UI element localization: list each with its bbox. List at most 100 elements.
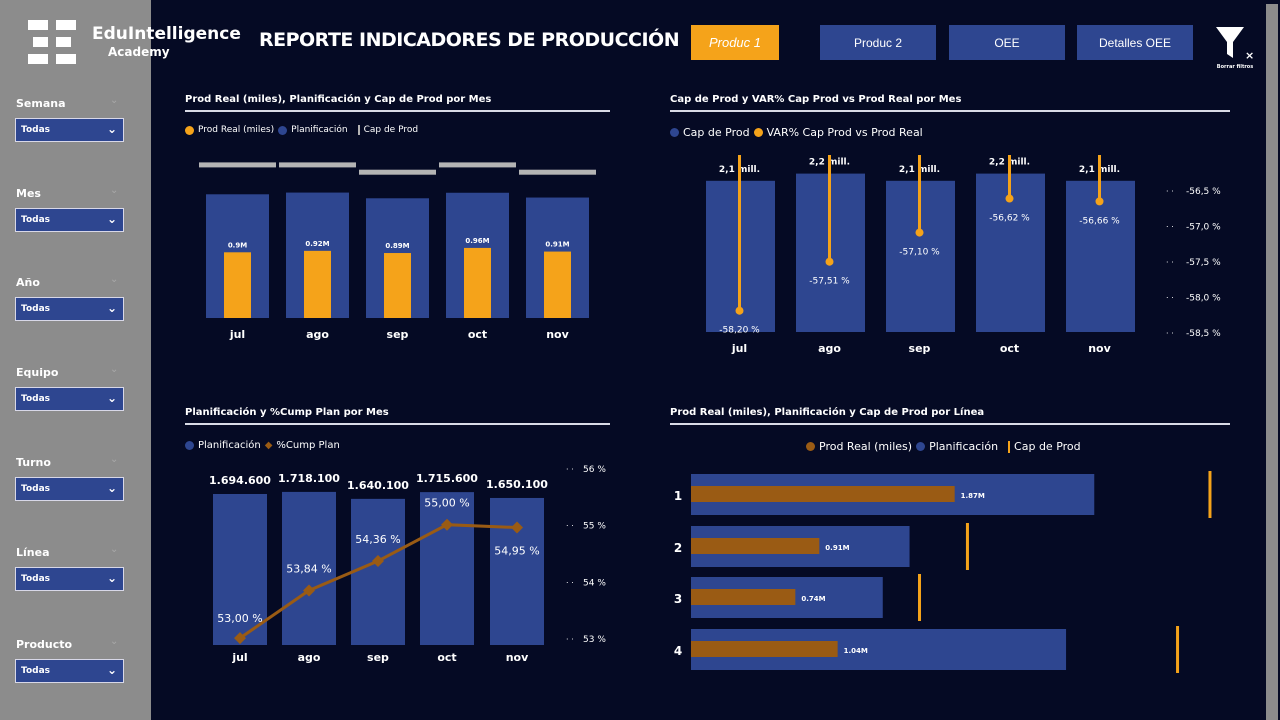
data-label: 0.96M [465, 237, 489, 245]
prod-real-bar [691, 486, 955, 502]
slicer-dropdown[interactable]: Todas ⌄ [15, 567, 124, 591]
gridline-stub: · · [566, 465, 574, 474]
chevron-down-icon: ⌄ [106, 122, 117, 136]
x-axis-label: ago [298, 651, 321, 664]
data-label: 1.718.100 [278, 472, 340, 485]
planificacion-bar [420, 492, 474, 645]
data-label: 1.715.600 [416, 472, 478, 485]
gridline-stub: · · [1166, 258, 1174, 267]
legend-item: Prod Real (miles) [198, 125, 275, 135]
cump-plan-marker [372, 554, 384, 567]
y2-tick-label: -57,0 % [1186, 223, 1221, 233]
slicer-value: Todas [21, 125, 50, 135]
cap-de-prod-marker [439, 162, 516, 168]
legend-dot-icon [185, 441, 194, 450]
slicer-dropdown[interactable]: Todas ⌄ [15, 208, 124, 232]
chevron-down-icon: ⌄ [106, 212, 117, 226]
legend-dot-icon [806, 442, 815, 451]
y2-tick-label: 55 % [583, 522, 606, 532]
gridline-stub: · · [566, 578, 574, 587]
slicer-value: Todas [21, 484, 50, 494]
slicer-collapse-icon[interactable]: ⌄ [110, 636, 119, 647]
slicer-label: Equipo [16, 366, 59, 379]
legend-item: Cap de Prod [683, 126, 750, 139]
legend-dot-icon [916, 442, 926, 451]
slicer-collapse-icon[interactable]: ⌄ [110, 274, 119, 285]
nav-oee-button[interactable]: OEE [949, 25, 1065, 60]
slicer-value: Todas [21, 215, 50, 225]
page-title: REPORTE INDICADORES DE PRODUCCIÓN [259, 29, 680, 51]
chart4-legend: Prod Real (miles) Planificación Cap de P… [806, 440, 1081, 453]
scrollbar[interactable] [1266, 4, 1278, 720]
slicer-value: Todas [21, 304, 50, 314]
y-axis-label: 3 [674, 592, 682, 606]
legend-item: Cap de Prod [1014, 440, 1081, 453]
cap-de-prod-marker [359, 169, 436, 175]
var-lollipop-dot [915, 228, 924, 237]
prod-real-bar [304, 250, 331, 318]
slicer-collapse-icon[interactable]: ⌄ [110, 185, 119, 196]
slicer-label: Mes [16, 187, 41, 200]
slicer-label: Turno [16, 456, 51, 469]
nav-produc-2-button[interactable]: Produc 2 [820, 25, 936, 60]
chevron-down-icon: ⌄ [106, 391, 117, 405]
y-axis-label: 4 [674, 644, 682, 658]
data-label: -57,51 % [809, 277, 850, 287]
prod-real-bar [691, 641, 838, 657]
legend-dot-icon [278, 125, 288, 135]
y2-tick-label: -58,5 % [1186, 329, 1221, 339]
x-axis-label: jul [231, 651, 247, 664]
x-axis-label: nov [546, 328, 569, 341]
chart2-legend: Cap de Prod VAR% Cap Prod vs Prod Real [670, 126, 923, 139]
chevron-down-icon: ⌄ [106, 663, 117, 677]
data-label: 1.87M [961, 492, 985, 500]
data-label: 55,00 % [424, 497, 469, 510]
slicer-dropdown[interactable]: Todas ⌄ [15, 297, 124, 321]
nav-produc-1-button[interactable]: Produc 1 [691, 25, 779, 60]
gridline-stub: · · [566, 635, 574, 644]
cap-de-prod-marker [519, 169, 596, 175]
gridline-stub: · · [566, 522, 574, 531]
brand-sub: Academy [108, 45, 170, 59]
brand-name: EduIntelligence [92, 24, 241, 44]
slicer-collapse-icon[interactable]: ⌄ [110, 544, 119, 555]
data-label: 1.04M [844, 647, 868, 655]
legend-item: Planificación [198, 440, 261, 451]
slicer-dropdown[interactable]: Todas ⌄ [15, 659, 124, 683]
prod-real-bar [691, 538, 820, 554]
slicer-label: Semana [16, 97, 66, 110]
x-axis-label: oct [1000, 342, 1019, 355]
x-axis-label: ago [306, 328, 329, 341]
planificacion-bar [490, 497, 544, 645]
legend-dot-icon [670, 128, 679, 137]
data-label: 0.91M [545, 241, 569, 249]
svg-text:×: × [1245, 49, 1254, 62]
data-label: 0.9M [228, 241, 247, 249]
data-label: 53,84 % [286, 562, 331, 575]
slicer-collapse-icon[interactable]: ⌄ [110, 364, 119, 375]
legend-item: %Cump Plan [276, 440, 340, 451]
slicer-collapse-icon[interactable]: ⌄ [110, 454, 119, 465]
y2-tick-label: -57,5 % [1186, 258, 1221, 268]
nav-detalles-oee-button[interactable]: Detalles OEE [1077, 25, 1193, 60]
cap-de-prod-marker [965, 523, 969, 570]
cump-plan-marker [303, 584, 315, 597]
var-lollipop-dot [735, 306, 744, 315]
data-label: -58,20 % [719, 326, 760, 336]
data-label: 1.694.600 [209, 474, 271, 487]
slicer-dropdown[interactable]: Todas ⌄ [15, 477, 124, 501]
gridline-stub: · · [1166, 329, 1174, 338]
x-axis-label: jul [229, 328, 245, 341]
data-label: 0.91M [825, 544, 849, 552]
gridline-stub: · · [1166, 223, 1174, 232]
slicer-dropdown[interactable]: Todas ⌄ [15, 387, 124, 411]
slicer-dropdown[interactable]: Todas ⌄ [15, 118, 124, 142]
slicer-collapse-icon[interactable]: ⌄ [110, 95, 119, 106]
data-label: 53,00 % [217, 612, 262, 625]
data-label: -57,10 % [899, 248, 940, 258]
clear-filters-button[interactable]: × Borrar filtros [1210, 24, 1260, 72]
cap-de-prod-marker [1176, 626, 1180, 673]
prod-real-bar [544, 251, 571, 318]
chart2-title: Cap de Prod y VAR% Cap Prod vs Prod Real… [670, 94, 962, 105]
cump-plan-marker [234, 632, 246, 645]
